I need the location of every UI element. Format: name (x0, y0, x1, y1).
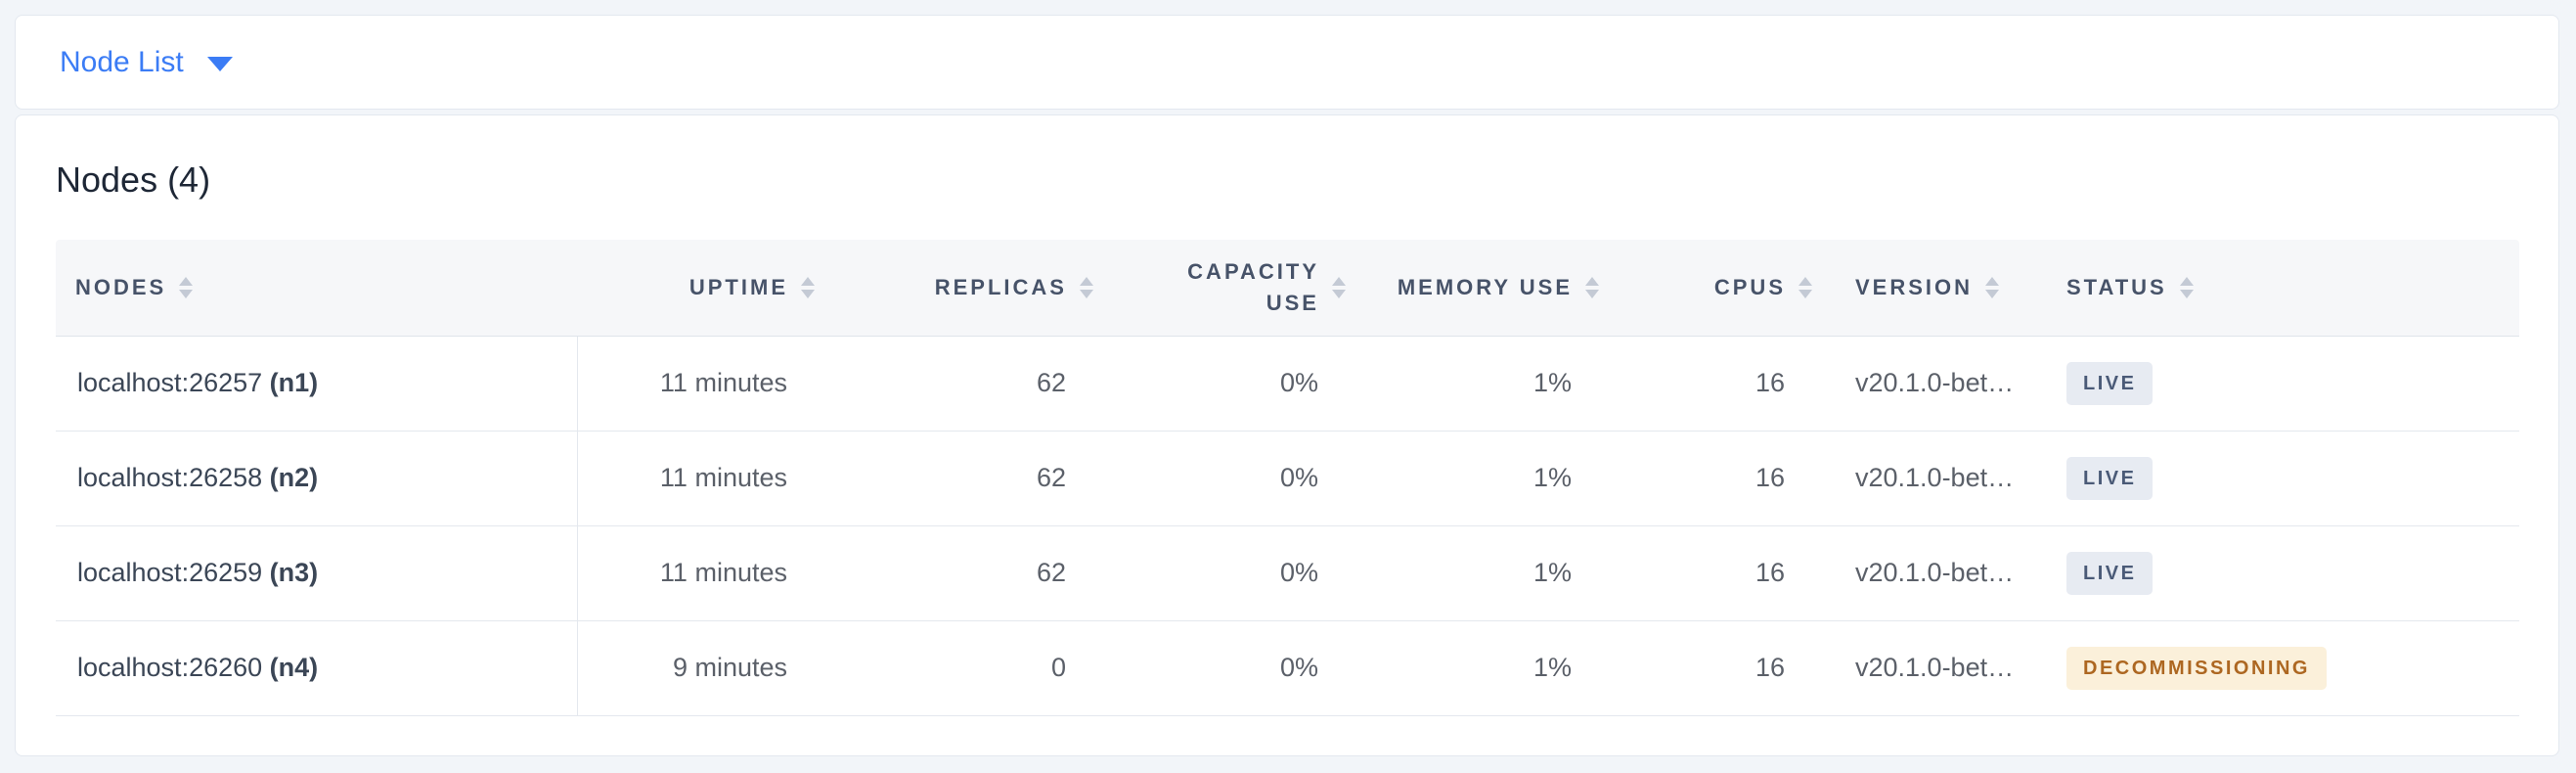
status-cell: DECOMMISSIONING (2030, 620, 2519, 716)
node-address: localhost:26258 (77, 463, 263, 492)
node-address-cell[interactable]: localhost:26258 (n2) (56, 431, 578, 526)
replicas-cell: 62 (831, 336, 1115, 432)
node-id: (n4) (269, 653, 319, 682)
column-header-replicas[interactable]: REPLICAS (831, 240, 1115, 337)
column-header-status[interactable]: STATUS (2030, 240, 2519, 337)
column-header-nodes[interactable]: NODES (56, 240, 577, 337)
node-id: (n3) (269, 558, 319, 587)
status-badge: LIVE (2066, 551, 2154, 595)
node-address-cell[interactable]: localhost:26259 (n3) (56, 525, 578, 621)
view-selector-label: Node List (60, 45, 184, 78)
column-label-version: VERSION (1855, 275, 1974, 300)
version-cell: v20.1.0-bet… (1819, 525, 2030, 621)
column-label-memory-use: MEMORY USE (1397, 275, 1573, 300)
sort-icon[interactable] (1799, 277, 1812, 299)
sort-icon[interactable] (179, 277, 194, 299)
nodes-panel: Nodes (4) NODES UPTIME REPLICAS CAPACITY… (15, 114, 2559, 756)
version-cell: v20.1.0-bet… (1819, 336, 2030, 432)
uptime-cell: 9 minutes (577, 620, 831, 716)
uptime-cell: 11 minutes (577, 336, 831, 432)
sort-icon[interactable] (1332, 276, 1346, 298)
column-label-replicas: REPLICAS (934, 275, 1067, 300)
status-cell: LIVE (2030, 525, 2519, 621)
column-label-capacity-use: CAPACITY USE (1187, 258, 1319, 315)
sort-icon[interactable] (1985, 277, 2000, 299)
capacity-use-cell: 0% (1115, 431, 1359, 526)
capacity-use-cell: 0% (1115, 336, 1359, 432)
table-row[interactable]: localhost:26257 (n1) 11 minutes 62 0% 1%… (56, 336, 2519, 432)
replicas-cell: 62 (831, 525, 1115, 621)
page-title: Nodes (4) (56, 159, 211, 200)
table-row[interactable]: localhost:26259 (n3) 11 minutes 62 0% 1%… (56, 525, 2519, 621)
node-address-cell[interactable]: localhost:26257 (n1) (56, 336, 578, 432)
status-badge: LIVE (2066, 361, 2154, 405)
view-selector-dropdown[interactable]: Node List (60, 46, 233, 79)
view-selector-bar: Node List (15, 15, 2559, 110)
nodes-table: NODES UPTIME REPLICAS CAPACITY USE MEMOR… (56, 240, 2519, 716)
node-address: localhost:26257 (77, 368, 263, 397)
node-id: (n1) (269, 368, 319, 397)
memory-use-cell: 1% (1359, 431, 1614, 526)
capacity-use-cell: 0% (1115, 620, 1359, 716)
sort-icon[interactable] (2179, 277, 2194, 299)
table-row[interactable]: localhost:26258 (n2) 11 minutes 62 0% 1%… (56, 431, 2519, 526)
table-row[interactable]: localhost:26260 (n4) 9 minutes 0 0% 1% 1… (56, 620, 2519, 716)
column-header-memory-use[interactable]: MEMORY USE (1359, 240, 1614, 337)
uptime-cell: 11 minutes (577, 525, 831, 621)
status-badge: LIVE (2066, 456, 2154, 500)
status-badge: DECOMMISSIONING (2066, 646, 2327, 690)
cpus-cell: 16 (1614, 431, 1819, 526)
sort-icon[interactable] (1080, 277, 1093, 299)
column-header-version[interactable]: VERSION (1819, 240, 2030, 337)
column-header-uptime[interactable]: UPTIME (577, 240, 831, 337)
column-label-nodes: NODES (75, 275, 167, 300)
sort-icon[interactable] (1585, 277, 1599, 299)
column-label-status: STATUS (2066, 275, 2167, 300)
column-header-capacity-use[interactable]: CAPACITY USE (1115, 240, 1359, 337)
capacity-use-cell: 0% (1115, 525, 1359, 621)
cpus-cell: 16 (1614, 336, 1819, 432)
caret-down-icon (206, 56, 233, 71)
node-address-cell[interactable]: localhost:26260 (n4) (56, 620, 578, 716)
column-label-uptime: UPTIME (688, 275, 788, 300)
column-header-cpus[interactable]: CPUS (1614, 240, 1819, 337)
cpus-cell: 16 (1614, 620, 1819, 716)
memory-use-cell: 1% (1359, 336, 1614, 432)
replicas-cell: 62 (831, 431, 1115, 526)
sort-icon[interactable] (801, 277, 815, 299)
node-address: localhost:26260 (77, 653, 263, 682)
node-address: localhost:26259 (77, 558, 263, 587)
memory-use-cell: 1% (1359, 525, 1614, 621)
status-cell: LIVE (2030, 431, 2519, 526)
version-cell: v20.1.0-bet… (1819, 620, 2030, 716)
status-cell: LIVE (2030, 336, 2519, 432)
cpus-cell: 16 (1614, 525, 1819, 621)
memory-use-cell: 1% (1359, 620, 1614, 716)
table-header-row: NODES UPTIME REPLICAS CAPACITY USE MEMOR… (56, 240, 2519, 337)
node-id: (n2) (269, 463, 319, 492)
version-cell: v20.1.0-bet… (1819, 431, 2030, 526)
column-label-cpus: CPUS (1713, 275, 1786, 300)
uptime-cell: 11 minutes (577, 431, 831, 526)
replicas-cell: 0 (831, 620, 1115, 716)
